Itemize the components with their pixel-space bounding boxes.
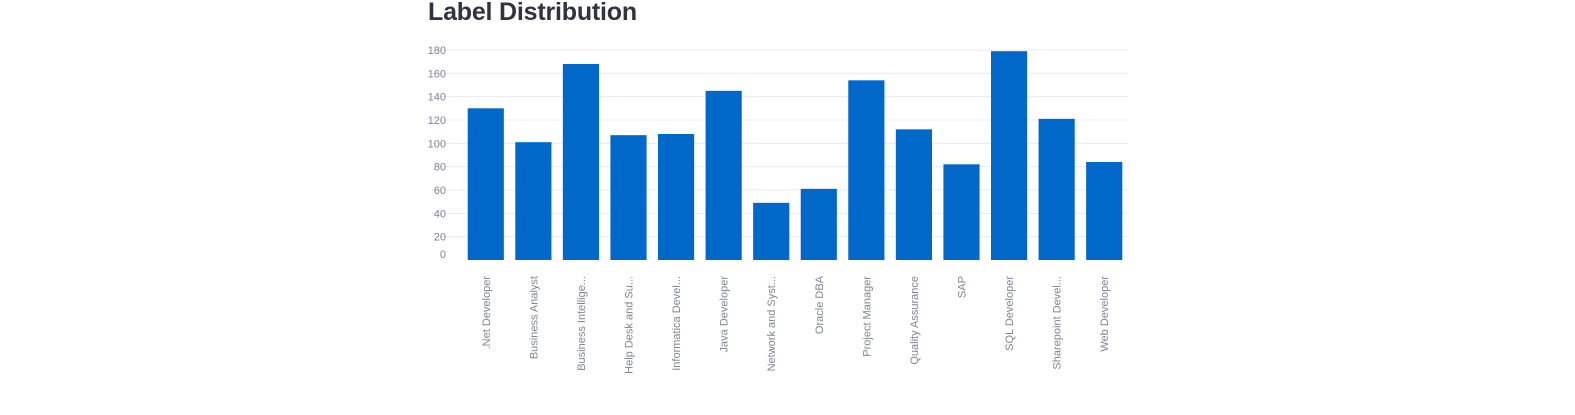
y-axis-ticks: 0 20 40 60 80 100 120 140 160 180 (428, 45, 446, 261)
x-tick-label: Help Desk and Su... (624, 276, 636, 374)
y-tick-label: 0 (440, 249, 446, 261)
chart-title: Label Distribution (428, 0, 637, 26)
bar[interactable] (1086, 162, 1123, 260)
bar[interactable] (657, 134, 695, 260)
bar[interactable] (848, 80, 885, 260)
x-tick-label: .Net Developer (481, 276, 493, 350)
y-tick-label: 80 (434, 162, 446, 174)
x-tick-label: Project Manager (861, 276, 873, 357)
bar[interactable] (800, 188, 837, 260)
bar[interactable] (610, 135, 647, 260)
bar[interactable] (705, 90, 742, 260)
x-tick-label: Quality Assurance (909, 276, 921, 365)
bar[interactable] (753, 202, 790, 260)
bar[interactable] (1038, 118, 1075, 260)
x-tick-label: Business Intellige... (576, 276, 588, 371)
bar[interactable] (990, 51, 1028, 260)
x-tick-label: Sharepoint Devel... (1052, 276, 1064, 370)
y-tick-label: 20 (434, 232, 446, 244)
y-tick-label: 140 (428, 92, 446, 104)
x-tick-label: Oracle DBA (814, 275, 826, 334)
x-tick-label: Java Developer (719, 276, 731, 353)
bars (467, 51, 1123, 260)
y-tick-label: 60 (434, 185, 446, 197)
y-tick-label: 100 (428, 138, 446, 150)
x-tick-label: Network and Syst... (766, 276, 778, 371)
x-tick-label: Web Developer (1099, 276, 1111, 352)
x-tick-label: Business Analyst (528, 276, 540, 359)
x-axis-ticks: .Net Developer Business Analyst Business I… (481, 275, 1111, 374)
bar[interactable] (943, 164, 980, 260)
x-tick-label: SQL Developer (1004, 276, 1016, 351)
bar[interactable] (515, 142, 552, 260)
x-tick-label: Informatica Devel... (671, 276, 683, 371)
bar[interactable] (895, 129, 932, 260)
bar[interactable] (562, 64, 599, 260)
y-tick-label: 180 (428, 45, 446, 57)
x-tick-label: SAP (957, 276, 969, 298)
y-tick-label: 40 (434, 208, 446, 220)
bar[interactable] (467, 108, 504, 260)
y-tick-label: 160 (428, 68, 446, 80)
y-tick-label: 120 (428, 115, 446, 127)
